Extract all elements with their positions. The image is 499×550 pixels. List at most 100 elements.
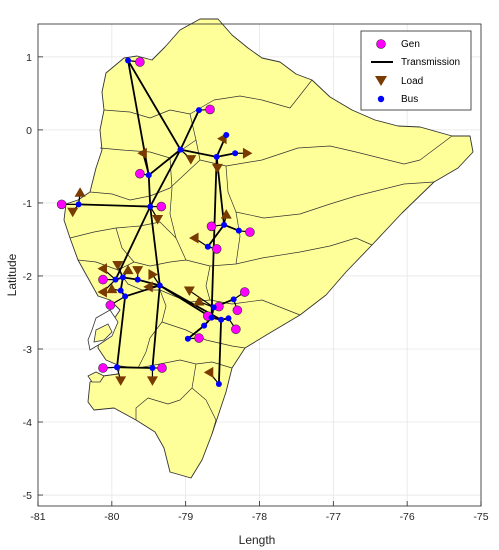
generator-marker bbox=[98, 274, 108, 285]
bus-marker bbox=[201, 322, 208, 329]
bus-marker bbox=[223, 132, 230, 139]
legend-load-label: Load bbox=[401, 76, 423, 87]
y-tick-label: -5 bbox=[23, 490, 32, 502]
bus-marker bbox=[218, 316, 225, 323]
transmission-line bbox=[147, 175, 152, 207]
transmission-line bbox=[179, 109, 200, 150]
connection-stub bbox=[189, 290, 215, 308]
transmission-line bbox=[116, 366, 153, 369]
transmission-line bbox=[217, 319, 223, 385]
province-border bbox=[77, 259, 135, 271]
generator-marker bbox=[239, 287, 250, 297]
province-border bbox=[205, 265, 211, 301]
bus-marker bbox=[125, 57, 132, 64]
bus-marker bbox=[221, 221, 228, 228]
legend-bus-symbol bbox=[377, 95, 385, 103]
bus-marker bbox=[156, 282, 163, 289]
legend-gen-symbol bbox=[376, 39, 386, 49]
load-marker bbox=[143, 281, 153, 293]
load-marker bbox=[106, 283, 118, 294]
bus-marker bbox=[122, 293, 129, 300]
generator-marker bbox=[206, 221, 217, 232]
province-border bbox=[161, 321, 246, 349]
x-tick-label: -79 bbox=[178, 511, 193, 523]
transmission-line bbox=[216, 152, 236, 158]
bus-marker bbox=[114, 364, 121, 371]
load-marker bbox=[242, 147, 253, 159]
bus-marker bbox=[213, 153, 220, 160]
puna-island bbox=[93, 323, 113, 343]
load-marker bbox=[112, 261, 124, 271]
generator-marker bbox=[157, 363, 167, 373]
load-marker bbox=[146, 376, 158, 386]
generator-marker bbox=[205, 104, 215, 115]
generator-marker bbox=[231, 324, 241, 335]
transmission-line bbox=[116, 296, 127, 368]
load-marker bbox=[97, 286, 107, 298]
x-tick-label: -77 bbox=[326, 511, 341, 523]
y-tick-label: -4 bbox=[23, 417, 32, 429]
transmission-line bbox=[207, 224, 225, 248]
bus-marker bbox=[119, 274, 126, 281]
bus-marker bbox=[145, 172, 152, 179]
y-tick-label: 0 bbox=[26, 125, 32, 137]
legend-bus-label: Bus bbox=[401, 94, 418, 105]
transmission-line bbox=[180, 148, 217, 158]
load-markers bbox=[67, 133, 253, 386]
generator-marker bbox=[105, 300, 116, 310]
transmission-line bbox=[149, 149, 182, 207]
transmission-line bbox=[114, 206, 152, 280]
bus-marker bbox=[195, 107, 202, 114]
load-marker bbox=[183, 286, 195, 297]
bus-marker bbox=[225, 315, 232, 322]
x-tick-label: -81 bbox=[30, 511, 45, 523]
generator-marker bbox=[56, 199, 67, 210]
bus-marker bbox=[177, 146, 184, 153]
generator-marker bbox=[232, 305, 243, 316]
generator-marker bbox=[98, 363, 108, 373]
bus-marker bbox=[235, 227, 242, 234]
y-tick-label: -1 bbox=[23, 198, 32, 210]
x-tick-label: -78 bbox=[252, 511, 267, 523]
transmission-line bbox=[127, 60, 182, 151]
province-border bbox=[225, 165, 435, 219]
transmission-line bbox=[149, 206, 161, 286]
x-tick-label: -75 bbox=[473, 511, 488, 523]
province-border bbox=[69, 221, 177, 239]
transmission-line bbox=[137, 278, 161, 287]
bus-markers bbox=[75, 57, 242, 388]
generator-marker bbox=[194, 333, 204, 343]
bus-marker bbox=[112, 276, 119, 283]
load-marker bbox=[203, 366, 214, 378]
bus-marker bbox=[75, 201, 82, 208]
province-border bbox=[89, 159, 201, 201]
load-marker bbox=[132, 266, 144, 276]
bus-marker bbox=[147, 203, 154, 210]
generator-marker bbox=[135, 57, 145, 67]
load-marker bbox=[115, 376, 127, 386]
load-marker bbox=[122, 264, 134, 275]
bus-marker bbox=[204, 243, 211, 250]
load-marker bbox=[74, 187, 86, 197]
province-border bbox=[235, 211, 241, 265]
generator-marker bbox=[211, 244, 222, 254]
axis-tick-labels: -81 -80 -79 -78 -77 -76 -75 -5 -4 -3 -2 -1 0 1 bbox=[23, 52, 489, 523]
bus-marker bbox=[149, 364, 156, 371]
transmission-line bbox=[78, 203, 151, 208]
generator-marker bbox=[135, 168, 145, 179]
x-tick-label: -76 bbox=[400, 511, 415, 523]
load-marker bbox=[137, 147, 147, 159]
province-border bbox=[137, 337, 151, 369]
load-marker bbox=[211, 163, 223, 174]
y-tick-label: 1 bbox=[26, 52, 32, 64]
bus-marker bbox=[215, 381, 222, 388]
load-marker bbox=[185, 155, 197, 165]
load-marker bbox=[148, 268, 158, 280]
bus-marker bbox=[117, 287, 124, 294]
transmission-line bbox=[210, 156, 218, 318]
load-marker bbox=[189, 232, 199, 244]
bus-marker bbox=[184, 335, 191, 342]
generator-marker bbox=[245, 227, 255, 237]
province-border bbox=[169, 157, 187, 261]
